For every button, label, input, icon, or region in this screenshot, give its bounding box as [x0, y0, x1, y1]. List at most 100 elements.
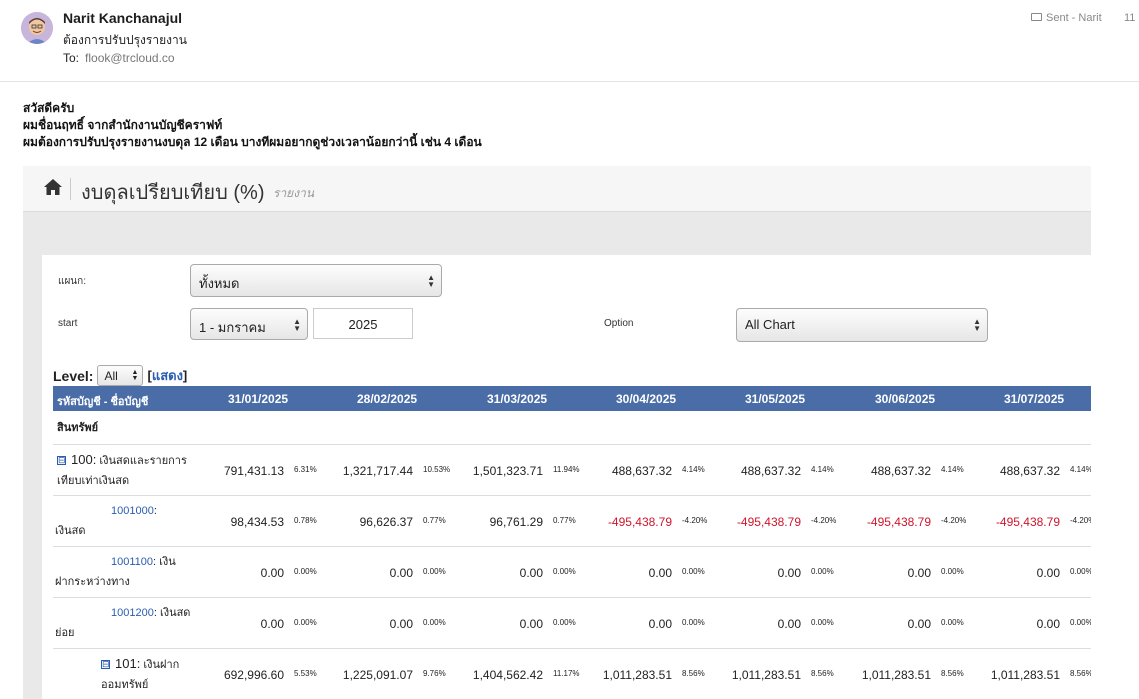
select-arrows-icon: ▲ ▼ [973, 317, 981, 333]
show-link[interactable]: แสดง [151, 368, 183, 383]
percent-cell: 8.56% [941, 669, 964, 678]
percent-cell: -4.20% [941, 516, 967, 525]
collapse-icon[interactable]: ⊟ [57, 455, 66, 465]
amount-cell: 96,626.37 [359, 515, 413, 529]
percent-cell: 0.00% [553, 567, 576, 576]
amount-cell: 0.00 [648, 617, 672, 631]
amount-cell: 0.00 [907, 617, 931, 631]
email-time: 11 . [1124, 12, 1139, 24]
option-select[interactable]: All Chart ▲ ▼ [736, 308, 988, 342]
amount-cell: 0.00 [1036, 566, 1060, 580]
amount-cell: 1,501,323.71 [472, 464, 543, 478]
department-label: แผนก: [58, 276, 86, 287]
start-month-select[interactable]: 1 - มกราคม ▲ ▼ [190, 308, 308, 340]
amount-cell: 1,011,283.51 [990, 668, 1060, 682]
column-header-date: 30/06/2025 [875, 392, 936, 406]
account-code[interactable]: 1001100 [111, 556, 154, 568]
sender-avatar[interactable] [21, 12, 53, 44]
amount-cell: 98,434.53 [230, 515, 284, 529]
amount-cell: 1,225,091.07 [342, 668, 413, 682]
page-subtitle: รายงาน [273, 186, 315, 200]
account-code[interactable]: 1001000 [111, 505, 154, 517]
percent-cell: -4.20% [1070, 516, 1091, 525]
amount-cell: 0.00 [519, 566, 543, 580]
amount-cell: 692,996.60 [223, 668, 284, 682]
percent-cell: 0.77% [423, 516, 446, 525]
account-code[interactable]: 101: [115, 656, 141, 671]
percent-cell: 0.00% [811, 567, 834, 576]
report-header: งบดุลเปรียบเทียบ (%) รายงาน [23, 166, 1091, 212]
recipient-line: To: flook@trcloud.co [63, 51, 175, 65]
percent-cell: 0.00% [1070, 618, 1091, 627]
percent-cell: 4.14% [1070, 465, 1091, 474]
percent-cell: 4.14% [941, 465, 964, 474]
account-code[interactable]: 100: [71, 452, 97, 467]
sender-name: Narit Kanchanajul [63, 10, 183, 26]
amount-cell: -495,438.79 [866, 515, 931, 529]
column-header-date: 28/02/2025 [357, 392, 418, 406]
table-row: ⊟ 100: เงินสดและรายการ เทียบเท่าเงินสด 791,… [53, 445, 1091, 496]
amount-cell: 1,404,562.42 [472, 668, 543, 682]
header-divider [70, 178, 71, 200]
amount-cell: 488,637.32 [611, 464, 672, 478]
account-cell: 1001200: เงินสดย่อย [55, 603, 190, 643]
department-select[interactable]: ทั้งหมด ▲ ▼ [190, 264, 442, 297]
column-header-date: 31/05/2025 [745, 392, 806, 406]
column-header-date: 31/07/2025 [1004, 392, 1065, 406]
percent-cell: 0.00% [294, 567, 317, 576]
account-name-line2: เงินสด [55, 525, 86, 537]
section-title: สินทรัพย์ [57, 422, 99, 434]
account-cell: 1001000: เงินสด [55, 501, 157, 541]
percent-cell: -4.20% [682, 516, 708, 525]
account-name-line2: ฝากระหว่างทาง [55, 576, 130, 588]
account-name-part: : เงิน [153, 556, 176, 568]
amount-cell: 0.00 [777, 566, 801, 580]
account-name-part: : [153, 505, 157, 517]
collapse-icon[interactable]: ⊟ [101, 659, 110, 669]
report-screenshot: งบดุลเปรียบเทียบ (%) รายงาน แผนก: ทั้งหม… [23, 166, 1091, 699]
recipient-address[interactable]: flook@trcloud.co [85, 51, 175, 65]
percent-cell: 10.53% [423, 465, 451, 474]
level-select[interactable]: All ▲ ▼ [97, 365, 144, 386]
intro-line: ผมชื่อนฤทธิ์ จากสำนักงานบัญชีคราฟท์ [23, 118, 223, 132]
amount-cell: 1,321,717.44 [342, 464, 413, 478]
account-name-line2: ออมทรัพย์ [101, 679, 149, 691]
percent-cell: 0.00% [423, 567, 446, 576]
start-year-input[interactable]: 2025 [313, 308, 413, 339]
select-arrows-icon: ▲ ▼ [293, 317, 301, 333]
folder-icon [1031, 13, 1042, 21]
table-row: 1001000: เงินสด 98,434.53 0.78% 96,626.37 0.7… [53, 496, 1091, 547]
amount-cell: -495,438.79 [736, 515, 801, 529]
account-name-line2: ย่อย [55, 627, 75, 639]
mailbox-indicator[interactable]: Sent - Narit [1031, 12, 1102, 24]
department-value: ทั้งหมด [199, 276, 240, 291]
table-row: ⊟ 101: เงินฝาก ออมทรัพย์ 692,996.60 5.53% 1,2… [53, 649, 1091, 699]
percent-cell: 0.77% [553, 516, 576, 525]
greeting-line: สวัสดีครับ [23, 101, 75, 115]
percent-cell: 11.17% [553, 669, 580, 678]
level-filter: Level: All ▲ ▼ [แสดง] [53, 365, 187, 386]
option-value: All Chart [745, 317, 795, 332]
percent-cell: 0.00% [682, 567, 705, 576]
table-row: 1001200: เงินสด ย่อย 0.00 0.00% 0.00 0.00% 0.0… [53, 598, 1091, 649]
column-header-date: 31/01/2025 [228, 392, 289, 406]
amount-cell: 0.00 [260, 617, 284, 631]
home-icon[interactable] [43, 178, 63, 196]
amount-cell: 96,761.29 [489, 515, 543, 529]
account-name-part: : เงินสด [153, 607, 191, 619]
to-label: To: [63, 51, 80, 65]
amount-cell: 0.00 [777, 617, 801, 631]
amount-cell: 1,011,283.51 [861, 668, 931, 682]
amount-cell: -495,438.79 [995, 515, 1060, 529]
start-label: start [58, 318, 78, 329]
percent-cell: 5.53% [294, 669, 317, 678]
column-header-account: รหัสบัญชี - ชื่อบัญชี [57, 396, 149, 408]
table-header: รหัสบัญชี - ชื่อบัญชี 31/01/2025 28/02/2… [53, 386, 1091, 411]
section-row: สินทรัพย์ [53, 411, 1091, 445]
percent-cell: 11.94% [553, 465, 580, 474]
select-arrows-icon: ▲ ▼ [427, 273, 435, 289]
email-header: Narit Kanchanajul ต้องการปรับปรุงรายงาน … [0, 0, 1139, 82]
account-code[interactable]: 1001200 [111, 607, 154, 619]
percent-cell: 0.78% [294, 516, 317, 525]
message-body: สวัสดีครับ ผมชื่อนฤทธิ์ จากสำนักงานบัญชี… [23, 100, 482, 151]
